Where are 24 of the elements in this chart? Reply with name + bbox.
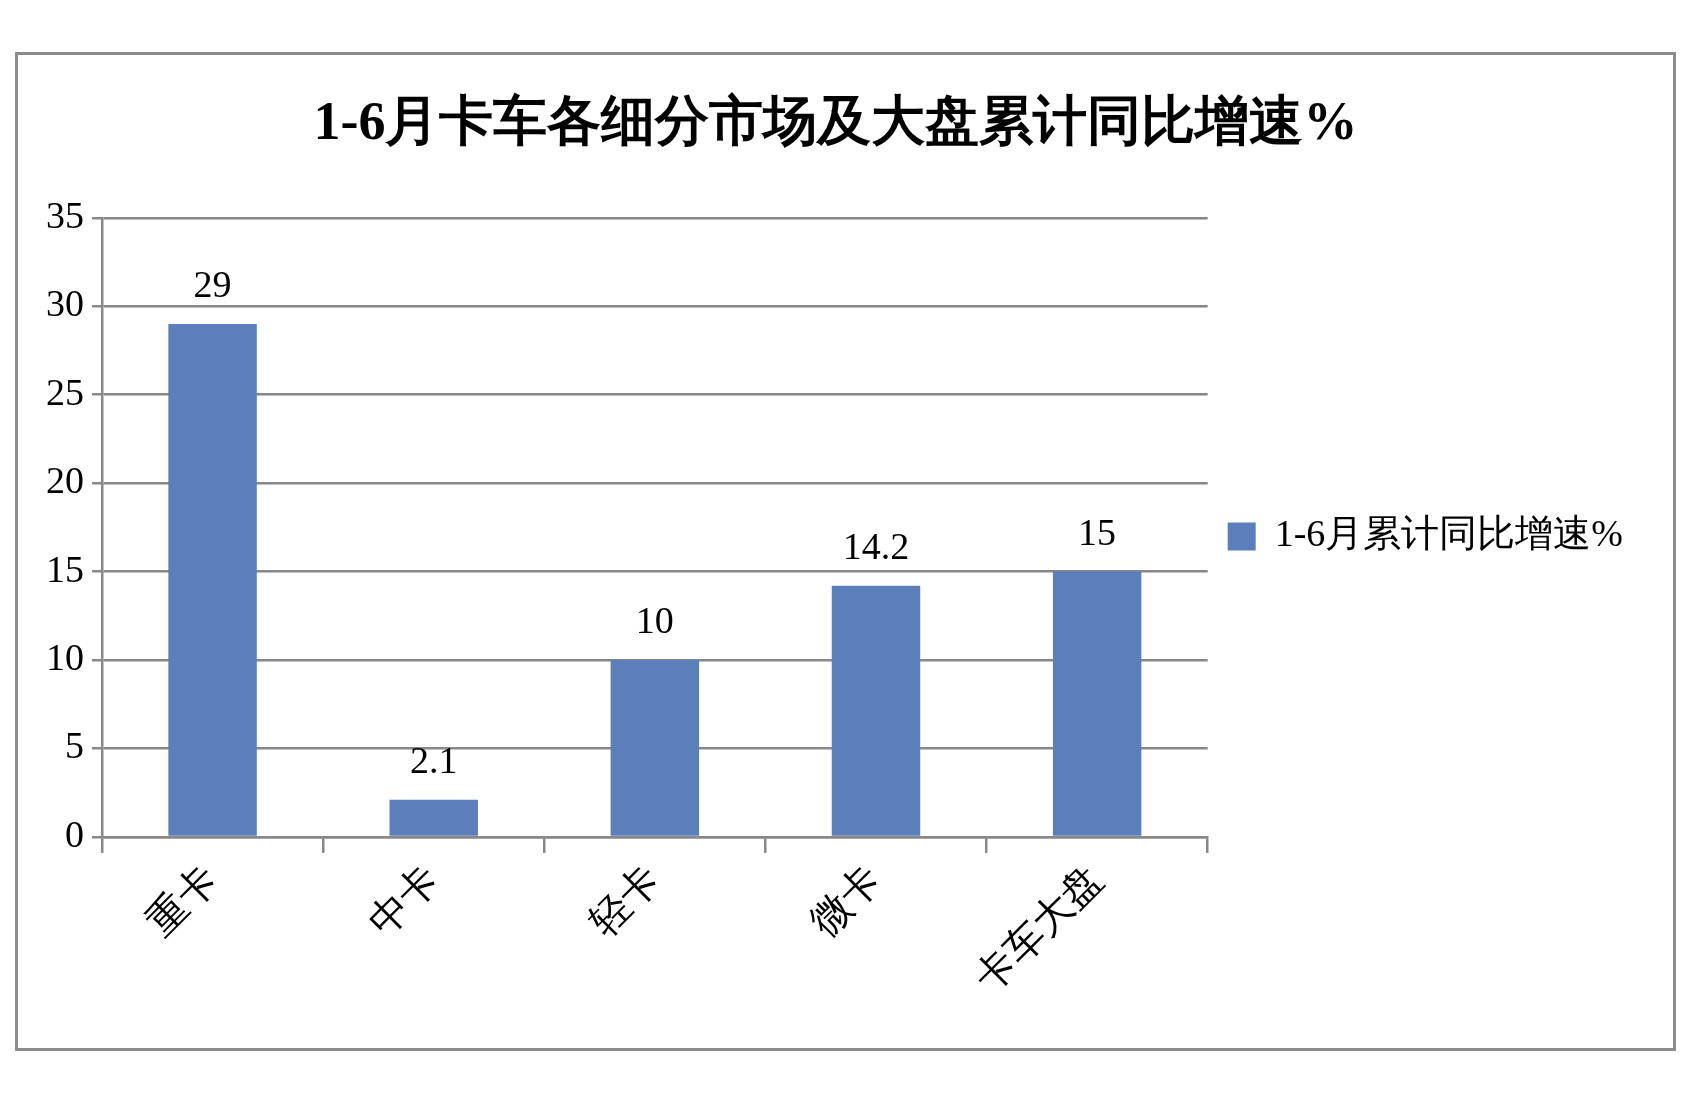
y-tick-label: 30 (46, 282, 84, 325)
x-tick-label: 轻卡 (580, 855, 669, 945)
data-label: 10 (635, 599, 674, 642)
bar (831, 585, 921, 836)
bar (389, 799, 478, 836)
chart-title: 1-6月卡车各细分市场及大盘累计同比增速% (313, 91, 1358, 152)
data-label: 15 (1078, 510, 1117, 553)
x-tick-label: 重卡 (137, 855, 227, 945)
x-tick-label: 卡车大盘 (965, 855, 1111, 1001)
data-label: 2.1 (409, 738, 458, 781)
y-tick-label: 15 (46, 547, 84, 590)
bar (168, 323, 257, 836)
y-tick-label: 35 (46, 193, 84, 236)
bar (610, 660, 700, 836)
data-label: 14.2 (842, 524, 910, 567)
y-tick-label: 5 (65, 724, 84, 767)
y-tick-label: 10 (46, 636, 84, 679)
y-tick-label: 25 (46, 370, 84, 413)
y-tick-label: 20 (46, 459, 84, 502)
x-tick-label: 微卡 (801, 855, 890, 945)
y-tick-label: 0 (65, 812, 84, 855)
x-tick-label: 中卡 (359, 855, 448, 945)
data-label: 29 (193, 262, 232, 305)
bar (1052, 571, 1142, 836)
